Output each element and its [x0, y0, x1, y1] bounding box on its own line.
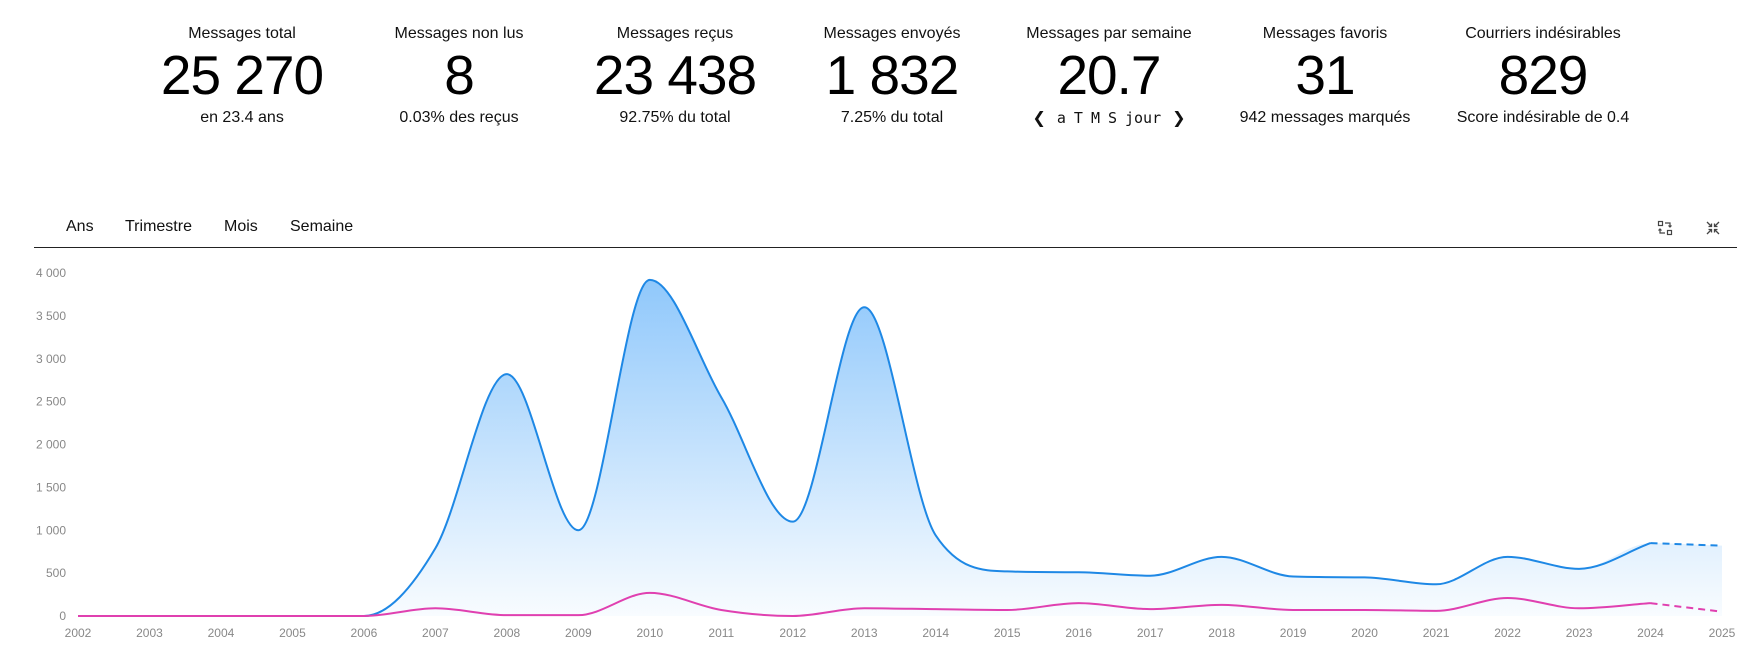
tab-month[interactable]: Mois: [224, 218, 258, 235]
collapse-icon: [1706, 221, 1720, 235]
y-tick-label: 2 000: [36, 438, 66, 452]
period-option-year[interactable]: a: [1056, 109, 1066, 127]
stat-favorites: Messages favoris 31 942 messages marqués: [1225, 24, 1425, 128]
stat-title: Messages non lus: [394, 25, 524, 42]
stat-value: 23 438: [593, 44, 757, 106]
x-tick-label: 2009: [565, 626, 592, 640]
x-tick-label: 2020: [1351, 626, 1378, 640]
stat-title: Messages par semaine: [1026, 25, 1192, 42]
stat-title: Courriers indésirables: [1465, 25, 1621, 42]
tab-quarter[interactable]: Trimestre: [125, 218, 192, 235]
stat-subtitle: 92.75% du total: [619, 109, 731, 126]
stat-subtitle: 7.25% du total: [840, 109, 944, 126]
x-tick-label: 2012: [779, 626, 806, 640]
x-tick-label: 2015: [994, 626, 1021, 640]
stat-subtitle: 942 messages marqués: [1239, 109, 1411, 126]
x-tick-label: 2016: [1065, 626, 1092, 640]
x-tick-label: 2003: [136, 626, 163, 640]
x-tick-label: 2011: [708, 626, 734, 640]
y-tick-label: 0: [59, 609, 66, 623]
stat-per-week: Messages par semaine 20.7 ❮ a T M S jour…: [1009, 24, 1209, 129]
x-tick-label: 2024: [1637, 626, 1664, 640]
y-tick-label: 3 500: [36, 309, 66, 323]
x-tick-label: 2018: [1208, 626, 1235, 640]
y-tick-label: 4 000: [36, 266, 66, 280]
x-tick-label: 2005: [279, 626, 306, 640]
period-option-month[interactable]: M: [1090, 109, 1100, 127]
swap-axes-icon: [1657, 220, 1673, 236]
stat-total: Messages total 25 270 en 23.4 ans: [142, 24, 342, 128]
period-option-quarter[interactable]: T: [1073, 109, 1083, 127]
x-tick-label: 2006: [351, 626, 378, 640]
period-option-week[interactable]: S: [1107, 109, 1117, 127]
sent-series-line: [78, 591, 1651, 618]
tab-week[interactable]: Semaine: [290, 218, 354, 235]
chevron-left-icon[interactable]: ❮: [1032, 108, 1046, 127]
y-tick-label: 1 000: [36, 523, 66, 537]
stat-subtitle: Score indésirable de 0.4: [1456, 109, 1630, 126]
x-tick-label: 2002: [65, 626, 92, 640]
stat-value: 31: [1295, 44, 1355, 106]
y-tick-label: 3 000: [36, 352, 66, 366]
x-tick-label: 2022: [1494, 626, 1521, 640]
y-tick-label: 1 500: [36, 480, 66, 494]
x-tick-label: 2023: [1566, 626, 1593, 640]
stat-value: 20.7: [1057, 44, 1161, 106]
x-tick-label: 2017: [1137, 626, 1164, 640]
stat-value: 8: [444, 44, 475, 106]
received-series-line: [78, 278, 1651, 617]
x-tick-label: 2019: [1280, 626, 1307, 640]
stat-subtitle: en 23.4 ans: [200, 109, 284, 126]
stat-value: 829: [1498, 44, 1589, 106]
chevron-right-icon[interactable]: ❯: [1172, 108, 1186, 127]
swap-axes-button[interactable]: [1654, 217, 1676, 239]
stat-value: 25 270: [160, 44, 324, 106]
stat-received: Messages reçus 23 438 92.75% du total: [575, 24, 775, 128]
period-selected[interactable]: jour: [1125, 109, 1162, 127]
sent-projection-line: [1650, 602, 1723, 613]
period-tabs: Ans Trimestre Mois Semaine: [34, 215, 1762, 247]
stat-title: Messages favoris: [1262, 25, 1388, 42]
collapse-button[interactable]: [1702, 217, 1724, 239]
stat-value: 1 832: [825, 44, 960, 106]
x-tick-label: 2007: [422, 626, 449, 640]
tab-years[interactable]: Ans: [66, 218, 94, 235]
stat-title: Messages envoyés: [823, 25, 961, 42]
x-tick-label: 2025: [1709, 626, 1736, 640]
stat-subtitle: 0.03% des reçus: [399, 109, 519, 126]
stat-unread: Messages non lus 8 0.03% des reçus: [359, 24, 559, 128]
stat-sent: Messages envoyés 1 832 7.25% du total: [792, 24, 992, 128]
stats-bar: Messages total 25 270 en 23.4 ans Messag…: [0, 0, 1762, 150]
y-tick-label: 500: [46, 566, 66, 580]
period-switcher: ❮ a T M S jour ❯: [1009, 108, 1209, 129]
stat-spam: Courriers indésirables 829 Score indésir…: [1443, 24, 1643, 128]
stat-title: Messages total: [188, 25, 296, 42]
x-tick-label: 2008: [494, 626, 521, 640]
received-projection-line: [1650, 542, 1723, 547]
tabs-divider: [34, 247, 1737, 248]
x-tick-label: 2014: [922, 626, 949, 640]
x-tick-label: 2010: [636, 626, 663, 640]
x-tick-label: 2004: [208, 626, 235, 640]
received-area: [78, 279, 1722, 616]
y-tick-label: 2 500: [36, 395, 66, 409]
x-tick-label: 2013: [851, 626, 878, 640]
stat-title: Messages reçus: [616, 25, 734, 42]
messages-chart: 0 500 1 000 1 500 2 000 2 500 3 000 3 500 4 000 2…: [36, 266, 1736, 640]
x-tick-label: 2021: [1423, 626, 1450, 640]
